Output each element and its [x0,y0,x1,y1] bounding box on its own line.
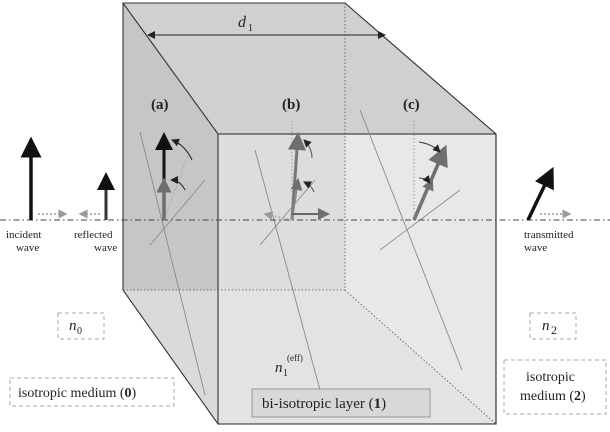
n1-subscript: 1 [283,368,288,379]
reflected-wave-arrows [78,172,115,220]
case-b-label: (b) [282,97,300,113]
transmitted-wave-arrows [526,166,572,221]
n2-box [529,312,577,340]
n0-box [57,312,105,340]
cube-front-face [218,134,496,424]
case-a-arrows [155,132,193,221]
thickness-subscript: 1 [248,23,253,34]
n0-subscript: 0 [77,326,82,337]
cube-hidden-edges [123,3,497,425]
layer1-label: bi-isotropic layer (1) [262,396,386,412]
cube-edges [122,2,497,425]
case-b-arrows [263,118,330,221]
n1-label: n [275,360,283,376]
reflected-label-1: reflected [74,229,113,241]
thickness-label: d [238,14,247,31]
incident-label-2: wave [16,242,39,254]
reflected-label-2: wave [94,242,117,254]
medium2-label-2: medium (2) [520,389,586,404]
n2-subscript: 2 [551,323,557,337]
medium2-box [503,359,607,415]
incident-wave-arrows [20,136,68,220]
n1-superscript: (eff) [287,353,303,363]
incident-label-1: incident [6,229,41,241]
medium2-label-1: isotropic [526,370,575,385]
internal-construction-lines [139,109,463,396]
layer1-box [251,388,431,418]
transmitted-label-2: wave [524,242,547,254]
transmitted-label-1: transmitted [524,229,574,241]
case-a-label: (a) [151,97,169,113]
case-c-label: (c) [403,97,420,113]
case-c-arrows [412,118,448,221]
n2-label: n [542,318,550,334]
n0-label: n [69,318,77,334]
medium0-box [9,377,175,407]
medium0-label: isotropic medium (0) [18,386,137,401]
